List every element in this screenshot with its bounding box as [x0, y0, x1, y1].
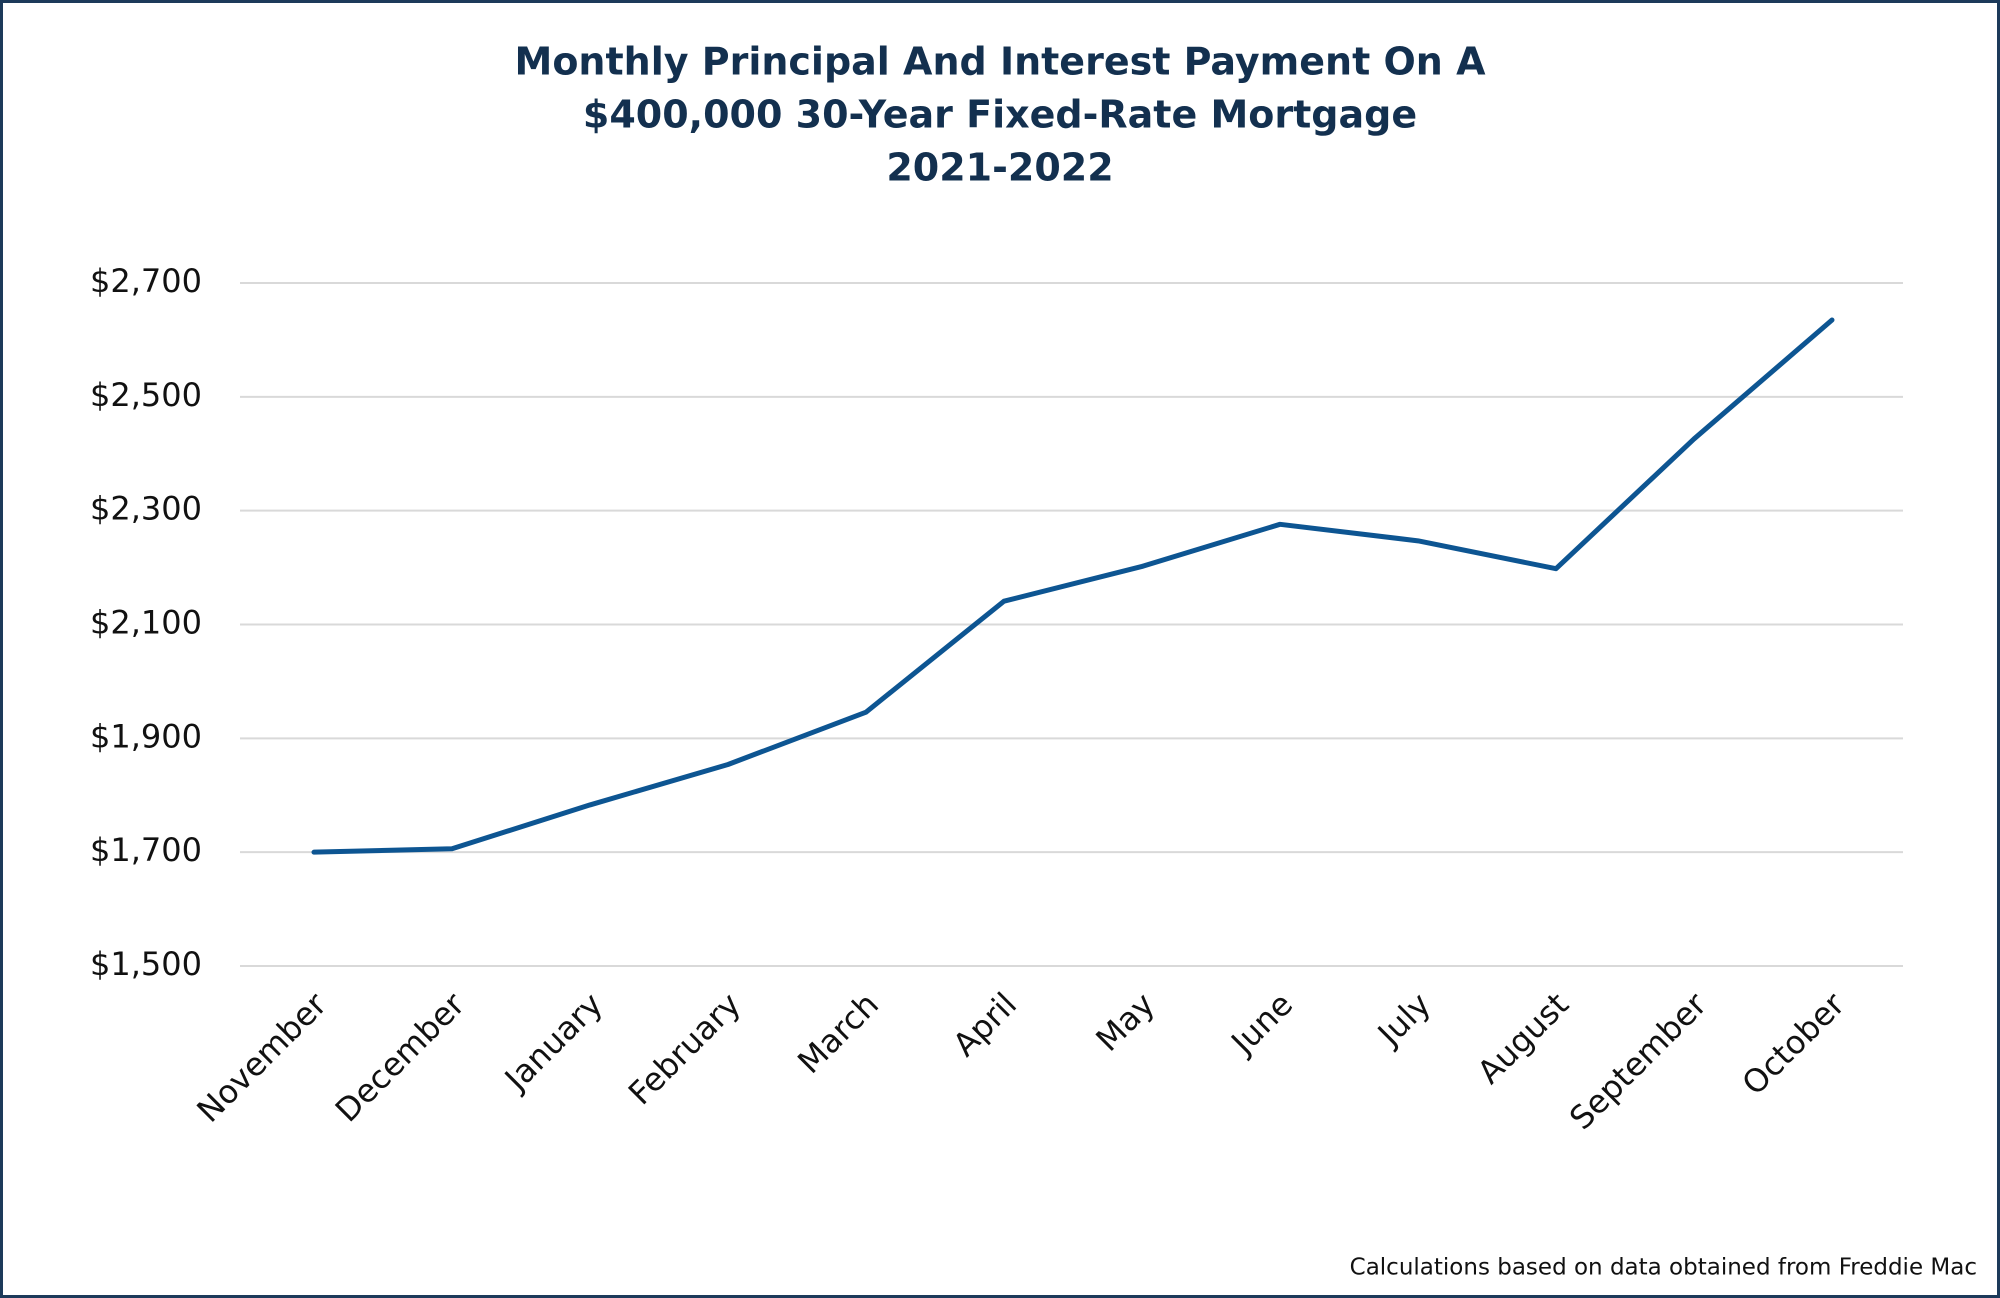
- y-tick-label: $2,500: [90, 376, 202, 414]
- y-tick-label: $1,700: [90, 831, 202, 869]
- y-tick-label: $1,900: [90, 717, 202, 755]
- y-tick-label: $1,500: [90, 945, 202, 983]
- y-tick-label: $2,300: [90, 490, 202, 528]
- y-tick-label: $2,700: [90, 262, 202, 300]
- series-line: [311, 317, 1835, 855]
- chart-title: Monthly Principal And Interest Payment O…: [515, 40, 1487, 84]
- footnote: Calculations based on data obtained from…: [1350, 1255, 1977, 1281]
- chart-title: $400,000 30-Year Fixed-Rate Mortgage: [583, 93, 1417, 137]
- y-tick-label: $2,100: [90, 604, 202, 642]
- chart-title: 2021-2022: [886, 146, 1113, 190]
